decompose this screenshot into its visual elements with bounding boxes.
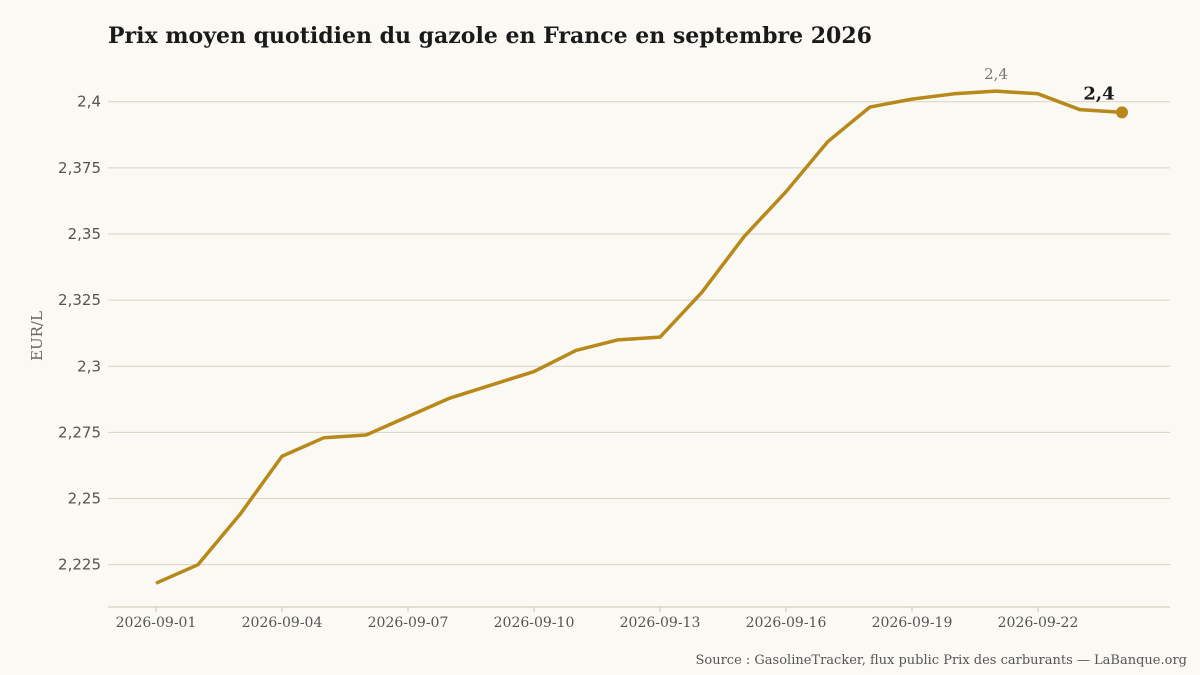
y-tick-label: 2,375 bbox=[58, 159, 101, 177]
x-tick-label: 2026-09-04 bbox=[242, 615, 323, 631]
y-tick-label: 2,35 bbox=[68, 225, 101, 243]
x-tick-label: 2026-09-01 bbox=[116, 615, 197, 631]
y-tick-label: 2,25 bbox=[68, 490, 101, 508]
x-tick-label: 2026-09-13 bbox=[620, 615, 701, 631]
y-tick-label: 2,325 bbox=[58, 291, 101, 309]
chart-title: Prix moyen quotidien du gazole en France… bbox=[108, 23, 872, 49]
x-tick-label: 2026-09-10 bbox=[494, 615, 575, 631]
y-tick-label: 2,225 bbox=[58, 556, 101, 574]
y-tick-label: 2,4 bbox=[77, 93, 101, 111]
y-tick-label: 2,275 bbox=[58, 423, 101, 441]
max-value-label: 2,4 bbox=[984, 65, 1008, 83]
x-tick-label: 2026-09-07 bbox=[368, 615, 449, 631]
x-tick-label: 2026-09-16 bbox=[746, 615, 827, 631]
y-axis-label: EUR/L bbox=[28, 311, 46, 361]
y-tick-label: 2,3 bbox=[77, 357, 101, 375]
end-point bbox=[1116, 106, 1128, 119]
last-value-label: 2,4 bbox=[1083, 83, 1114, 104]
source: Source : GasolineTracker, flux public Pr… bbox=[695, 653, 1187, 668]
line bbox=[155, 89, 1123, 585]
x-tick-label: 2026-09-19 bbox=[872, 615, 953, 631]
x-tick-label: 2026-09-22 bbox=[998, 615, 1079, 631]
